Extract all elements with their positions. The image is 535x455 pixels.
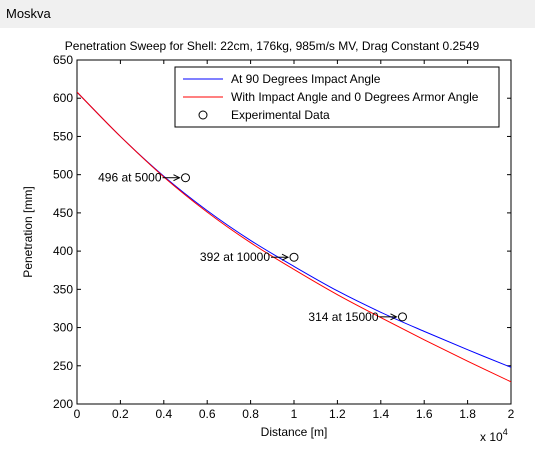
chart-title: Penetration Sweep for Shell: 22cm, 176kg… bbox=[65, 39, 480, 53]
y-tick-label: 200 bbox=[53, 397, 73, 411]
y-tick-label: 400 bbox=[53, 244, 73, 258]
y-tick-label: 550 bbox=[53, 129, 73, 143]
annotation-layer: 496 at 5000 392 at 10000 314 at 15000 bbox=[98, 171, 398, 324]
y-axis-ticks: 200 250 300 350 400 450 500 550 600 650 bbox=[53, 53, 511, 411]
legend-entry-label: With Impact Angle and 0 Degrees Armor An… bbox=[231, 90, 479, 104]
data-annotation-label: 496 at 5000 bbox=[98, 171, 162, 185]
x-tick-label: 1.2 bbox=[329, 407, 346, 421]
window-title-bar: Moskva bbox=[0, 0, 535, 28]
x-tick-label: 1.4 bbox=[372, 407, 389, 421]
experimental-data-point bbox=[398, 312, 407, 322]
x-tick-label: 0.8 bbox=[242, 407, 259, 421]
y-tick-label: 250 bbox=[53, 359, 73, 373]
x-tick-label: 0.6 bbox=[199, 407, 216, 421]
legend-entry-label: Experimental Data bbox=[231, 108, 330, 122]
data-annotation-label: 314 at 15000 bbox=[308, 310, 378, 324]
x-axis-ticks: 0 0.2 0.4 0.6 0.8 1 1.2 1.4 1.6 1.8 2 bbox=[74, 60, 515, 421]
penetration-chart: Penetration Sweep for Shell: 22cm, 176kg… bbox=[21, 39, 515, 444]
y-tick-label: 500 bbox=[53, 168, 73, 182]
x-tick-label: 2 bbox=[508, 407, 515, 421]
y-tick-label: 450 bbox=[53, 206, 73, 220]
y-tick-label: 600 bbox=[53, 91, 73, 105]
x-tick-label: 0.2 bbox=[112, 407, 129, 421]
x-tick-label: 0.4 bbox=[155, 407, 172, 421]
series-line-impact-angle bbox=[77, 91, 511, 383]
series-layer bbox=[77, 91, 511, 383]
figure-canvas: Penetration Sweep for Shell: 22cm, 176kg… bbox=[4, 28, 531, 450]
x-multiplier-label: x 104 bbox=[480, 427, 508, 444]
y-tick-label: 650 bbox=[53, 53, 73, 67]
chart-legend: At 90 Degrees Impact Angle With Impact An… bbox=[174, 66, 500, 128]
legend-box bbox=[174, 66, 500, 128]
annotation-arrow-head bbox=[281, 253, 290, 261]
x-multiplier-exponent: 4 bbox=[503, 427, 508, 437]
experimental-data-point bbox=[289, 252, 299, 262]
y-tick-label: 350 bbox=[53, 282, 73, 296]
x-tick-label: 0 bbox=[74, 407, 81, 421]
y-tick-label: 300 bbox=[53, 321, 73, 335]
x-tick-label: 1 bbox=[291, 407, 298, 421]
x-multiplier-base: x 10 bbox=[480, 430, 503, 444]
data-annotation-label: 392 at 10000 bbox=[200, 250, 270, 264]
x-tick-label: 1.6 bbox=[416, 407, 433, 421]
y-axis-label: Penetration [mm] bbox=[21, 186, 35, 277]
annotation-arrow-head bbox=[173, 174, 181, 182]
x-tick-label: 1.8 bbox=[459, 407, 476, 421]
annotation-arrow-head bbox=[390, 313, 398, 321]
experimental-data-point bbox=[181, 173, 190, 183]
legend-marker-swatch bbox=[198, 110, 208, 120]
legend-entry-label: At 90 Degrees Impact Angle bbox=[231, 72, 381, 86]
window-title: Moskva bbox=[6, 6, 51, 21]
x-axis-label: Distance [m] bbox=[261, 425, 328, 439]
